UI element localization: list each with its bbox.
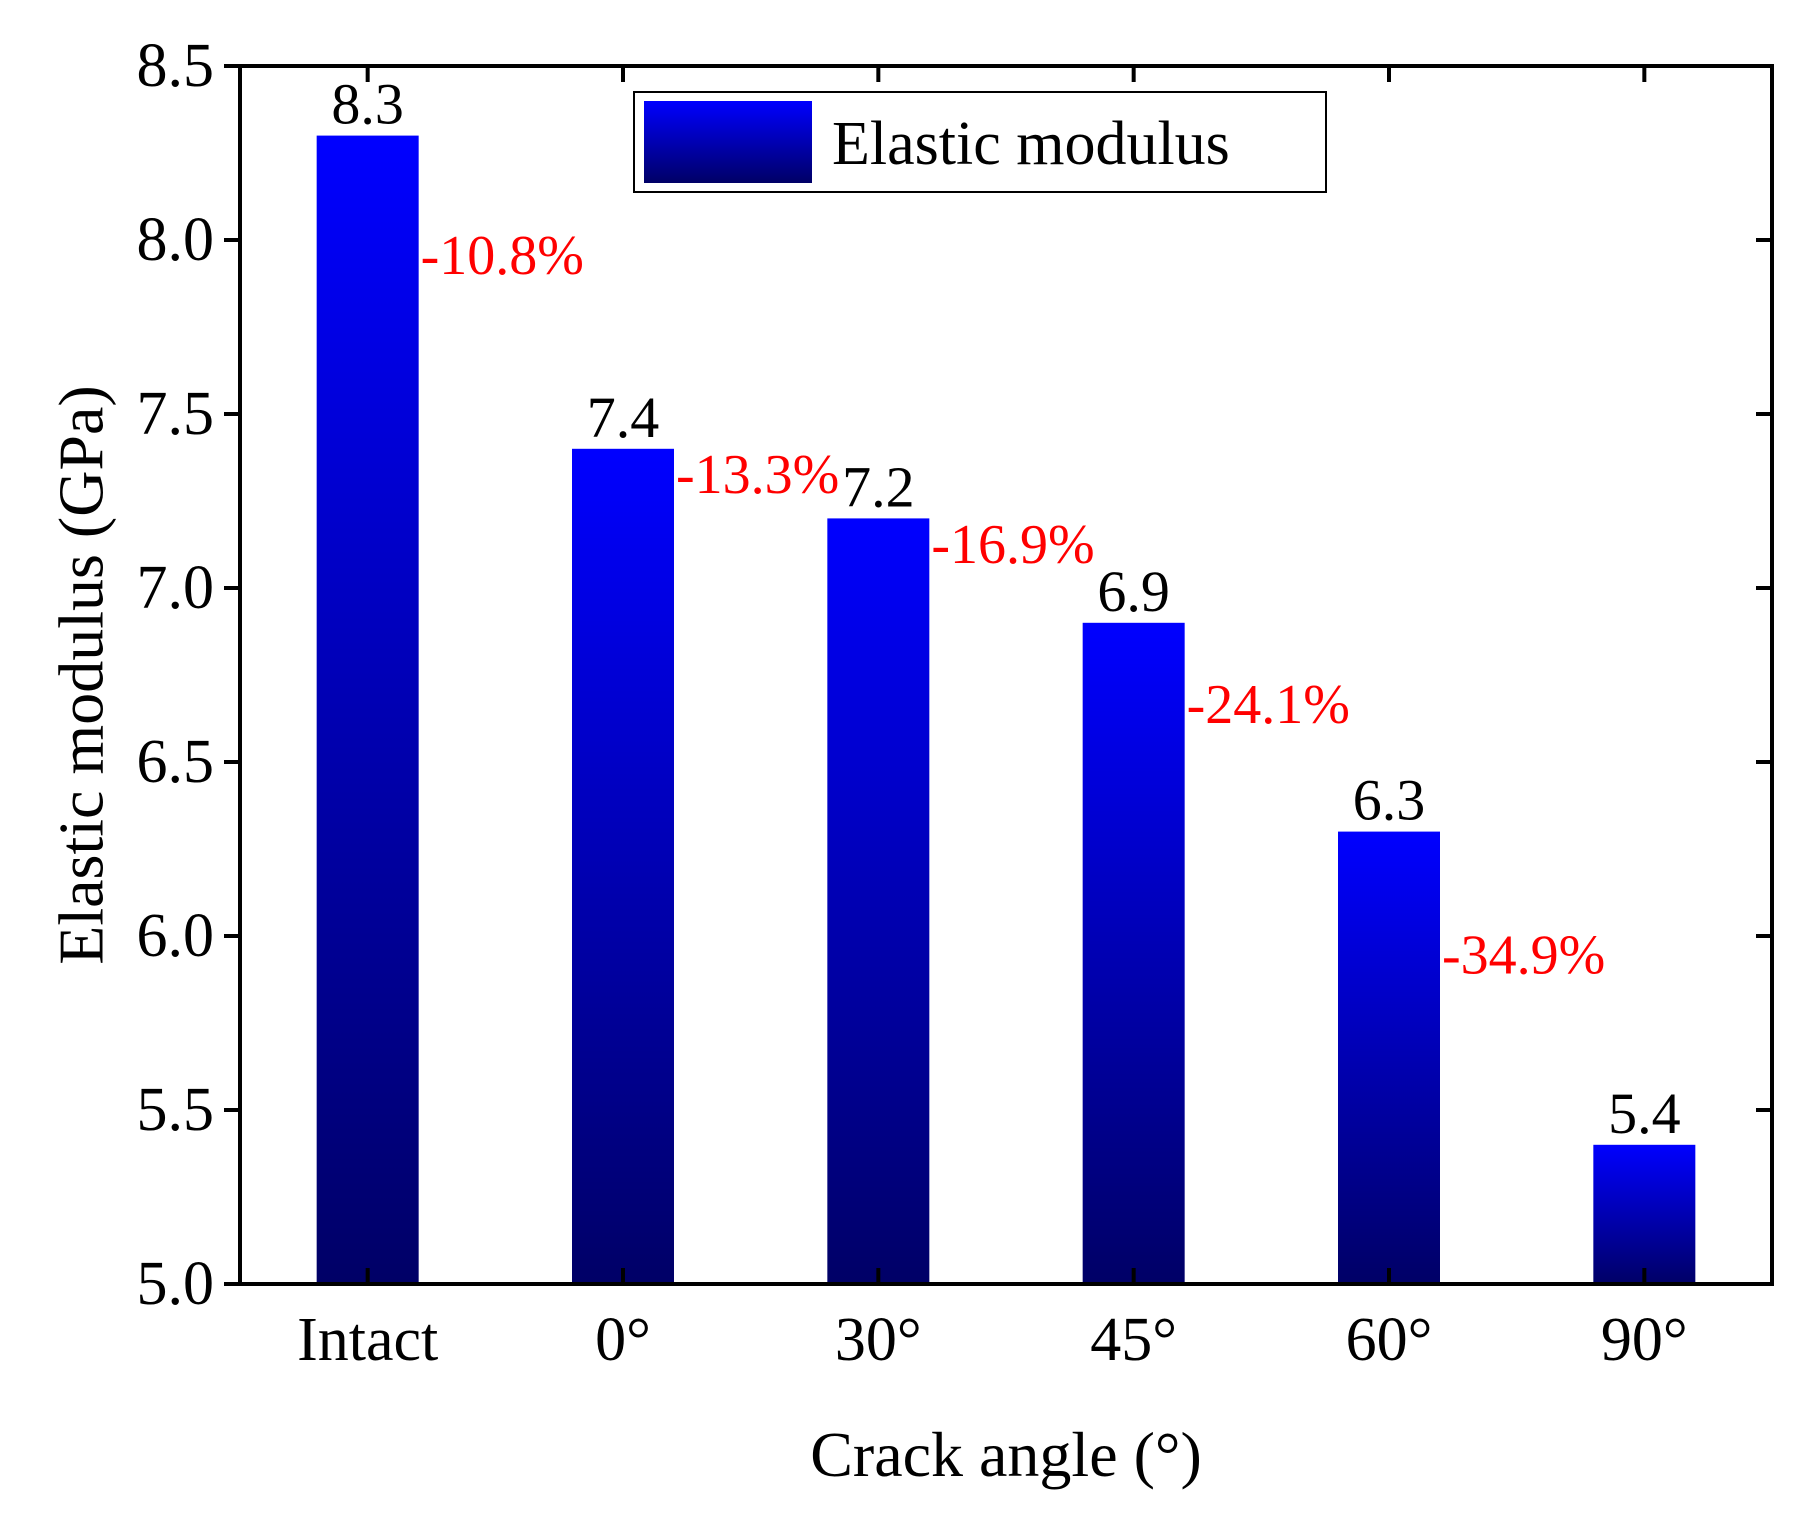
- legend-label: Elastic modulus: [832, 110, 1230, 178]
- bar-5: [1593, 1144, 1696, 1284]
- y-tick-label-2: 6.0: [137, 902, 215, 970]
- x-tick-label-0: Intact: [297, 1306, 438, 1374]
- bar-0: [316, 135, 419, 1285]
- bar-1: [572, 448, 674, 1284]
- annotation-2: -16.9%: [931, 514, 1094, 576]
- value-label-0: 8.3: [331, 72, 404, 137]
- bar-4: [1338, 831, 1440, 1284]
- annotation-3: -24.1%: [1187, 674, 1350, 736]
- value-label-4: 6.3: [1353, 768, 1426, 833]
- x-tick-label-5: 90°: [1601, 1306, 1688, 1374]
- y-tick-label-1: 5.5: [137, 1076, 215, 1144]
- y-tick-label-4: 7.0: [137, 554, 215, 622]
- legend: Elastic modulus: [633, 91, 1327, 193]
- annotation-1: -13.3%: [676, 444, 839, 506]
- x-tick-label-4: 60°: [1346, 1306, 1433, 1374]
- y-tick-label-3: 6.5: [137, 728, 215, 796]
- y-tick-label-0: 5.0: [137, 1250, 215, 1318]
- annotation-0: -10.8%: [421, 225, 584, 287]
- value-label-3: 6.9: [1097, 559, 1170, 624]
- bar-2: [827, 518, 930, 1284]
- bars-layer: [316, 135, 1696, 1285]
- value-label-5: 5.4: [1608, 1081, 1681, 1146]
- bar-3: [1082, 622, 1185, 1284]
- x-tick-label-3: 45°: [1090, 1306, 1177, 1374]
- value-label-2: 7.2: [842, 454, 915, 519]
- x-tick-label-2: 30°: [835, 1306, 922, 1374]
- x-tick-label-1: 0°: [595, 1306, 651, 1374]
- annotation-4: -34.9%: [1442, 924, 1605, 986]
- y-tick-label-5: 7.5: [137, 380, 215, 448]
- y-tick-label-6: 8.0: [137, 206, 215, 274]
- labels-layer: 8.3 Intact 7.4 0° 7.2 30° 6.9 45° 6.3 60° 5.4 90° 5.…: [137, 32, 1688, 1374]
- plot-frame: [238, 64, 1774, 1286]
- y-axis-title: Elastic modulus (GPa): [45, 385, 116, 964]
- y-tick-label-7: 8.5: [137, 32, 215, 100]
- x-axis-title: Crack angle (°): [810, 1419, 1202, 1490]
- legend-swatch: [644, 101, 812, 183]
- value-label-1: 7.4: [587, 385, 660, 450]
